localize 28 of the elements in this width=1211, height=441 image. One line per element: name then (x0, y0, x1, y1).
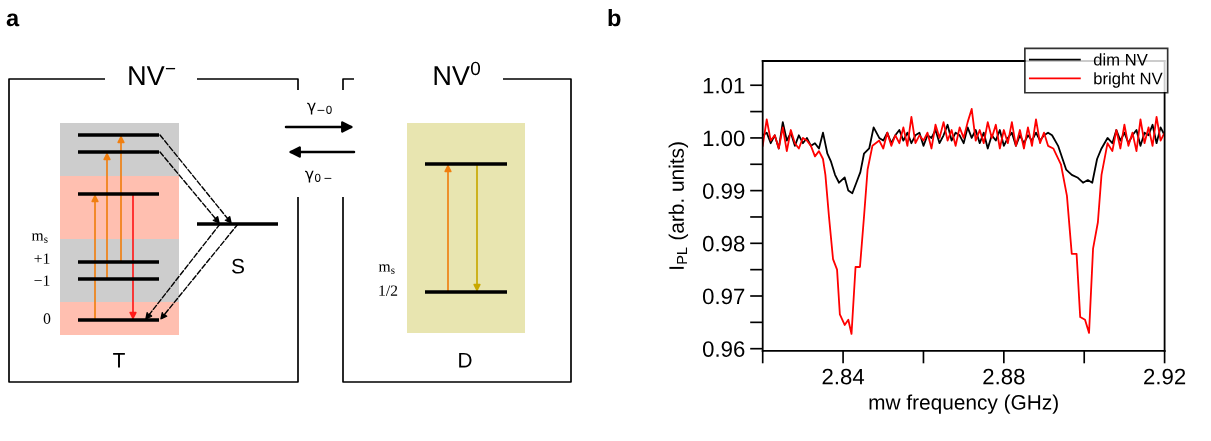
y-tick-label: 0.96 (702, 341, 745, 357)
text: a (6, 13, 20, 27)
y-tick-label: 0.98 (702, 235, 745, 252)
chart-title: b (608, 9, 621, 27)
text: m$_{s}$ (378, 264, 395, 274)
text: γ$_{−0}$ (307, 102, 332, 115)
legend-label: bright NV (1094, 72, 1163, 88)
text: +1 (34, 253, 50, 264)
x-axis-title: mw frequency (GHz) (869, 394, 1058, 414)
text: T (113, 353, 125, 368)
y-axis-title: I$_{PL}$ (arb. units) (668, 142, 689, 269)
text: 0 (43, 313, 51, 324)
text: γ$_{0−}$ (305, 170, 332, 183)
text: NV$^{0}$ (434, 61, 481, 85)
y-tick-label: 1.01 (703, 77, 745, 94)
text: D (459, 353, 472, 368)
text: m$_{s}$ (31, 233, 48, 243)
x-tick-label: 2.84 (822, 368, 865, 385)
legend-label: dim NV (1093, 53, 1148, 66)
y-tick-label: 1.00 (703, 130, 745, 147)
y-tick-label: 0.99 (702, 183, 745, 199)
text: S (232, 258, 244, 274)
text: 1/2 (379, 285, 398, 296)
x-tick-label: 2.88 (983, 368, 1025, 385)
y-tick-label: 0.97 (702, 288, 745, 305)
x-tick-label: 2.92 (1144, 368, 1186, 385)
text: −1 (34, 275, 50, 286)
text: NV$^{−}$ (129, 66, 176, 85)
